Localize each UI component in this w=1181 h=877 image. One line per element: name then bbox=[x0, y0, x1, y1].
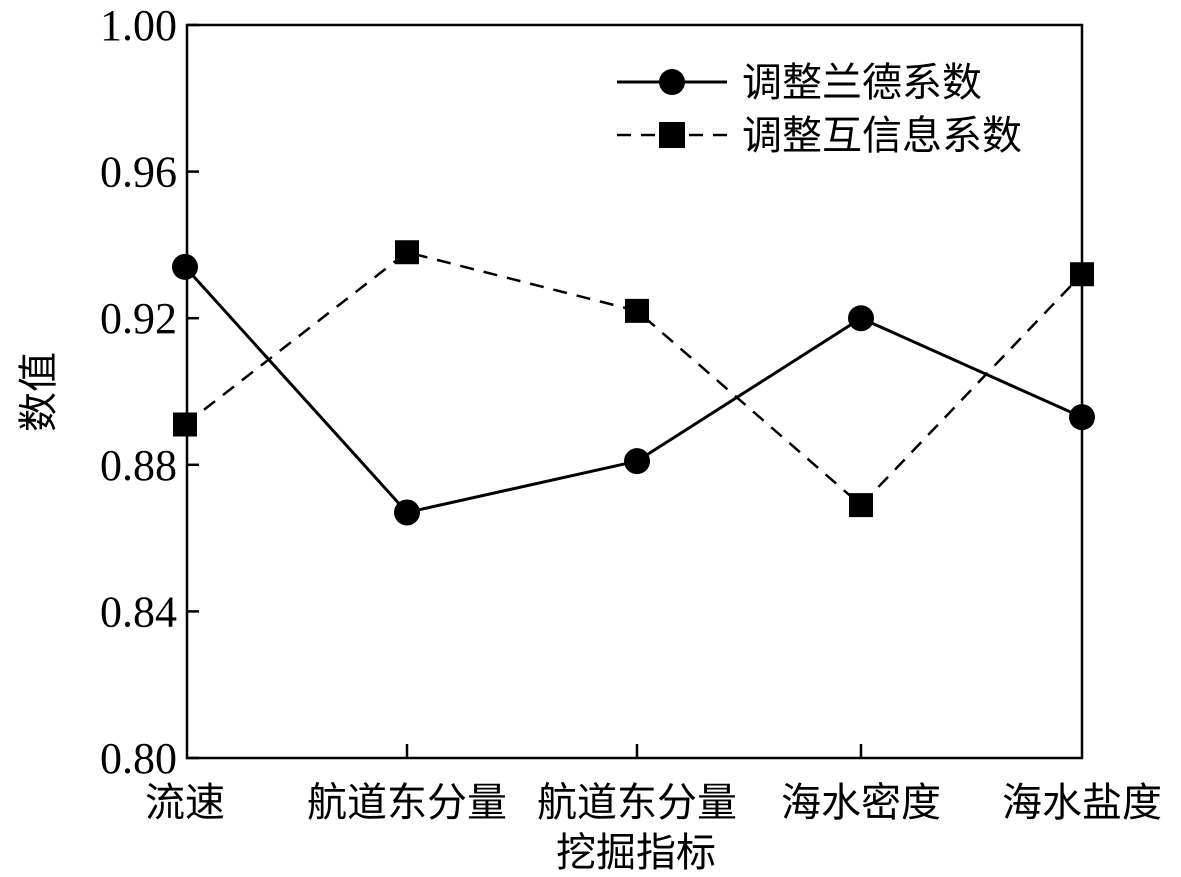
y-tick-label: 1.00 bbox=[100, 1, 177, 50]
legend: 调整兰德系数 调整互信息系数 bbox=[617, 60, 1022, 159]
legend-marker-series-2 bbox=[659, 122, 685, 148]
x-axis-ticks: 流速 航道东分量 航道东分量 海水密度 海水盐度 bbox=[145, 744, 1162, 826]
series-1-point-4 bbox=[848, 305, 874, 332]
series-2-point-3 bbox=[625, 298, 649, 323]
series-line-2 bbox=[184, 250, 1083, 507]
x-tick-label: 航道东分量 bbox=[307, 780, 507, 826]
x-tick-label: 流速 bbox=[145, 780, 225, 826]
legend-label-series-2: 调整互信息系数 bbox=[742, 113, 1022, 159]
y-tick-label: 0.96 bbox=[100, 148, 177, 197]
series-2-point-4 bbox=[849, 493, 873, 518]
y-tick-label: 0.88 bbox=[100, 441, 177, 490]
series-1-point-3 bbox=[624, 448, 650, 475]
series-2-point-1 bbox=[173, 412, 197, 437]
plot-frame bbox=[185, 23, 1084, 760]
series-1-point-1 bbox=[172, 253, 198, 280]
x-tick-label: 海水盐度 bbox=[1002, 780, 1162, 826]
series-1-point-2 bbox=[394, 499, 420, 526]
x-tick-label: 航道东分量 bbox=[537, 780, 737, 826]
x-axis-label: 挖掘指标 bbox=[556, 830, 716, 876]
series-2-point-2 bbox=[395, 240, 419, 265]
y-tick-label: 0.80 bbox=[100, 734, 177, 783]
series-layer bbox=[172, 240, 1095, 526]
y-axis-ticks: 0.80 0.84 0.88 0.92 0.96 1.00 bbox=[100, 1, 199, 783]
series-1-point-5 bbox=[1069, 404, 1095, 431]
y-tick-label: 0.92 bbox=[100, 294, 177, 343]
legend-marker-series-1 bbox=[659, 69, 685, 95]
y-axis-label: 数值 bbox=[16, 352, 62, 432]
y-tick-label: 0.84 bbox=[100, 587, 177, 636]
legend-label-series-1: 调整兰德系数 bbox=[742, 60, 982, 106]
series-2-point-5 bbox=[1070, 262, 1094, 287]
x-tick-label: 海水密度 bbox=[781, 780, 941, 826]
